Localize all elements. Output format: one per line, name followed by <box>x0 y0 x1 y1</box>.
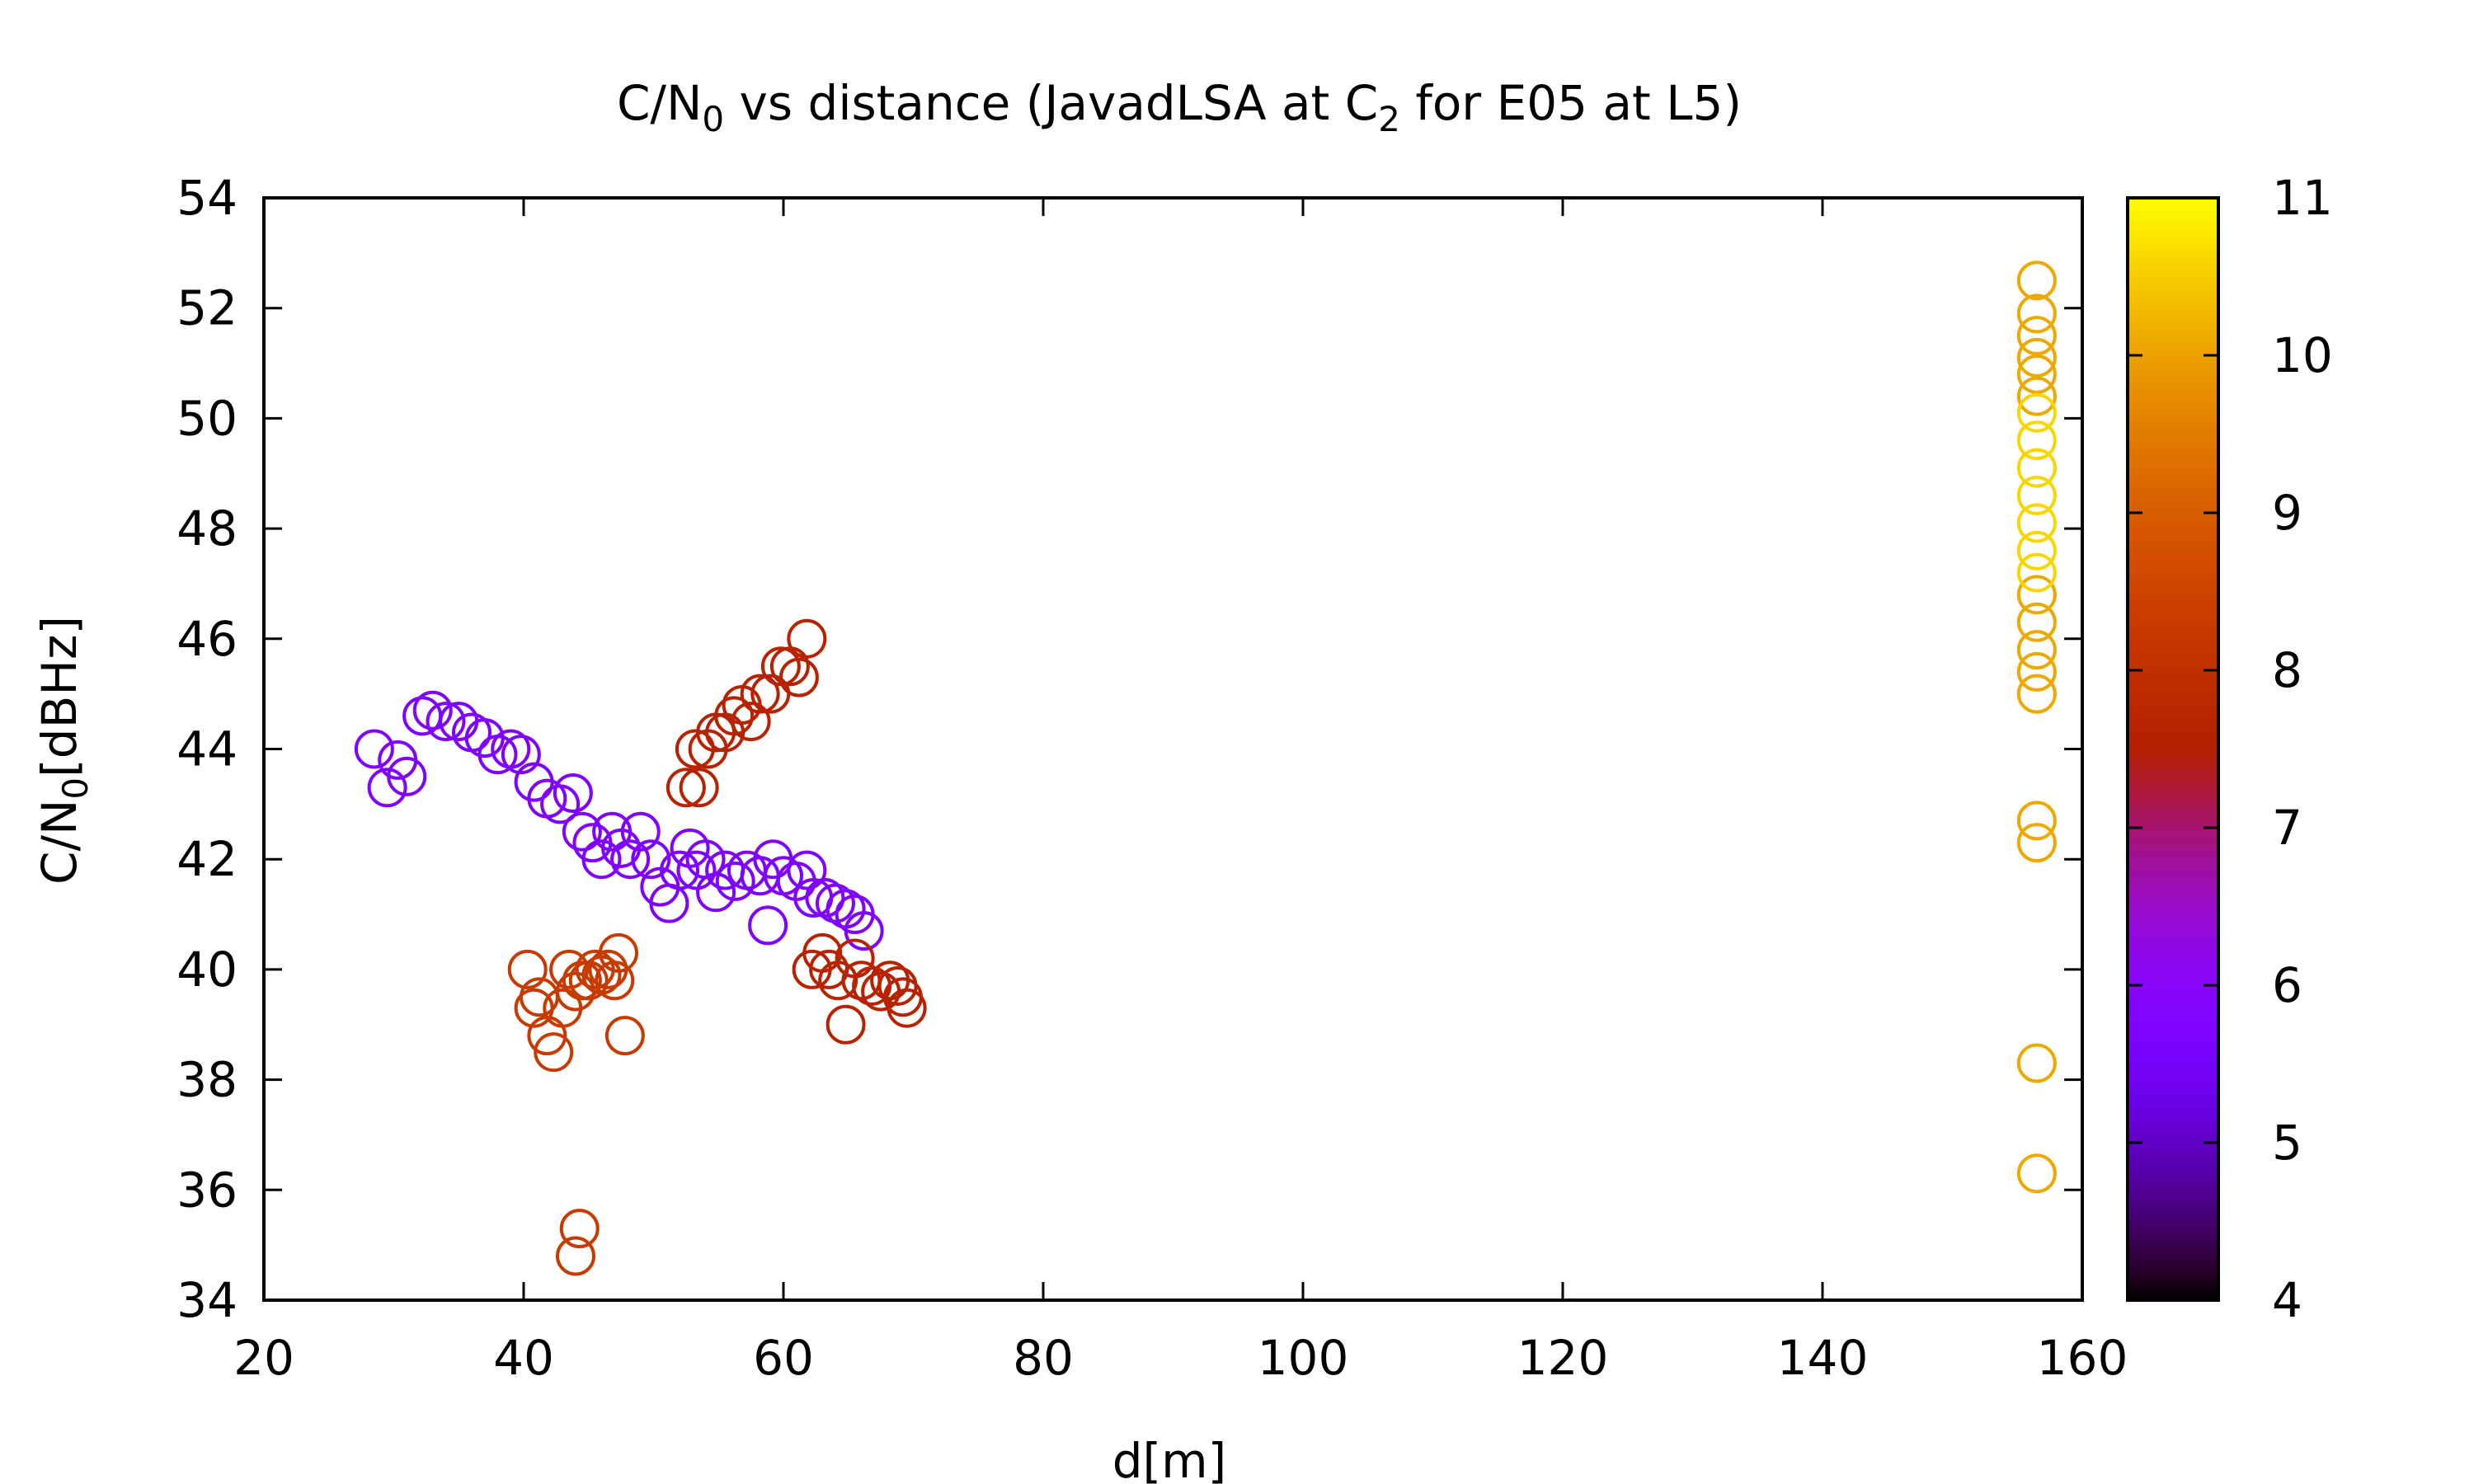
data-point <box>666 768 706 808</box>
y-tick-label: 36 <box>176 1162 238 1218</box>
x-tick-label: 100 <box>1258 1330 1349 1386</box>
data-point <box>731 702 771 742</box>
colorbar-tick-label: 9 <box>2272 485 2302 541</box>
data-point <box>491 729 531 769</box>
colorbar-tick-label: 10 <box>2272 327 2333 383</box>
colorbar-ticks: 4 5 6 7 8 9 10 11 <box>2128 170 2333 1328</box>
data-point <box>2016 823 2057 863</box>
data-point <box>660 850 699 890</box>
y-tick-label: 52 <box>176 280 238 336</box>
axis-ticks: 20 40 60 80 100 120 140 160 34 36 38 40 42 44 46 48 50 52… <box>176 170 2128 1386</box>
data-point <box>2016 651 2057 692</box>
data-point <box>2016 602 2057 642</box>
data-point <box>778 657 819 697</box>
data-point <box>2016 420 2057 461</box>
y-tick-label: 38 <box>176 1052 238 1108</box>
data-point <box>367 768 407 808</box>
data-point <box>620 811 661 852</box>
data-point <box>507 949 548 989</box>
data-point <box>556 1236 595 1276</box>
colorbar-tick-label: 11 <box>2272 170 2333 226</box>
data-point <box>2016 674 2057 714</box>
data-point <box>714 696 755 736</box>
data-point <box>2016 630 2057 670</box>
data-point <box>2016 503 2057 543</box>
data-point <box>549 949 590 989</box>
data-point <box>2016 376 2057 416</box>
data-point <box>887 988 927 1028</box>
x-tick-label: 20 <box>233 1330 294 1386</box>
data-point <box>604 1016 645 1056</box>
data-point <box>787 850 827 890</box>
x-tick-label: 140 <box>1777 1330 1869 1386</box>
y-tick-label: 48 <box>176 500 238 556</box>
data-point <box>740 674 780 714</box>
data-point <box>2016 294 2057 334</box>
data-point <box>2016 392 2057 433</box>
x-tick-label: 160 <box>2037 1330 2128 1386</box>
data-point <box>501 735 541 775</box>
colorbar-tick-label: 5 <box>2272 1115 2302 1171</box>
data-point <box>581 839 622 880</box>
y-tick-label: 50 <box>176 390 238 446</box>
x-axis-title: d[m] <box>1112 1433 1227 1484</box>
data-point <box>748 905 788 946</box>
data-point <box>598 932 638 973</box>
data-point <box>2016 1043 2057 1083</box>
data-point <box>426 702 466 742</box>
y-tick-label: 40 <box>176 942 238 998</box>
chart-title: C/N0 vs distance (JavadLSA at C2 for E05… <box>617 75 1742 139</box>
y-tick-label: 44 <box>176 721 238 777</box>
x-tick-label: 120 <box>1517 1330 1609 1386</box>
data-point <box>631 839 671 880</box>
data-point <box>2016 1153 2057 1194</box>
y-tick-label: 42 <box>176 831 238 887</box>
colorbar <box>2126 196 2220 1302</box>
data-point <box>2016 530 2057 571</box>
colorbar-tick-label: 8 <box>2272 642 2302 698</box>
x-tick-label: 80 <box>1013 1330 1074 1386</box>
data-point <box>696 872 736 913</box>
data-point <box>679 768 719 808</box>
data-point <box>559 1209 600 1249</box>
data-point <box>844 911 884 951</box>
data-point <box>534 1032 574 1073</box>
data-point <box>553 773 593 813</box>
data-point <box>540 784 581 824</box>
data-point <box>387 756 427 796</box>
data-point <box>354 729 394 769</box>
data-point <box>2016 575 2057 615</box>
data-point <box>2016 337 2057 378</box>
data-point <box>595 960 635 1001</box>
data-point <box>825 1004 866 1045</box>
data-point <box>562 811 602 852</box>
data-point <box>2016 261 2057 301</box>
data-point <box>2016 448 2057 488</box>
y-tick-label: 46 <box>176 611 238 667</box>
y-tick-label: 54 <box>176 170 238 226</box>
data-point <box>2016 801 2057 841</box>
colorbar-tick-label: 4 <box>2272 1272 2302 1328</box>
data-point <box>610 839 651 880</box>
data-point <box>2016 354 2057 394</box>
data-point <box>676 850 717 890</box>
colorbar-tick-label: 7 <box>2272 800 2302 856</box>
y-axis-title: C/N0[dBHz] <box>31 616 96 885</box>
colorbar-tick-label: 6 <box>2272 957 2302 1013</box>
data-point <box>787 618 827 659</box>
data-point <box>2016 552 2057 593</box>
data-point <box>769 646 810 687</box>
x-tick-label: 60 <box>753 1330 814 1386</box>
data-point <box>412 690 453 730</box>
scatter-points <box>354 261 2057 1276</box>
x-tick-label: 40 <box>493 1330 554 1386</box>
y-tick-label: 34 <box>176 1272 238 1328</box>
data-point <box>2016 316 2057 356</box>
data-point <box>715 861 755 901</box>
data-point <box>816 883 855 923</box>
data-point <box>805 877 845 918</box>
data-point <box>2016 475 2057 515</box>
